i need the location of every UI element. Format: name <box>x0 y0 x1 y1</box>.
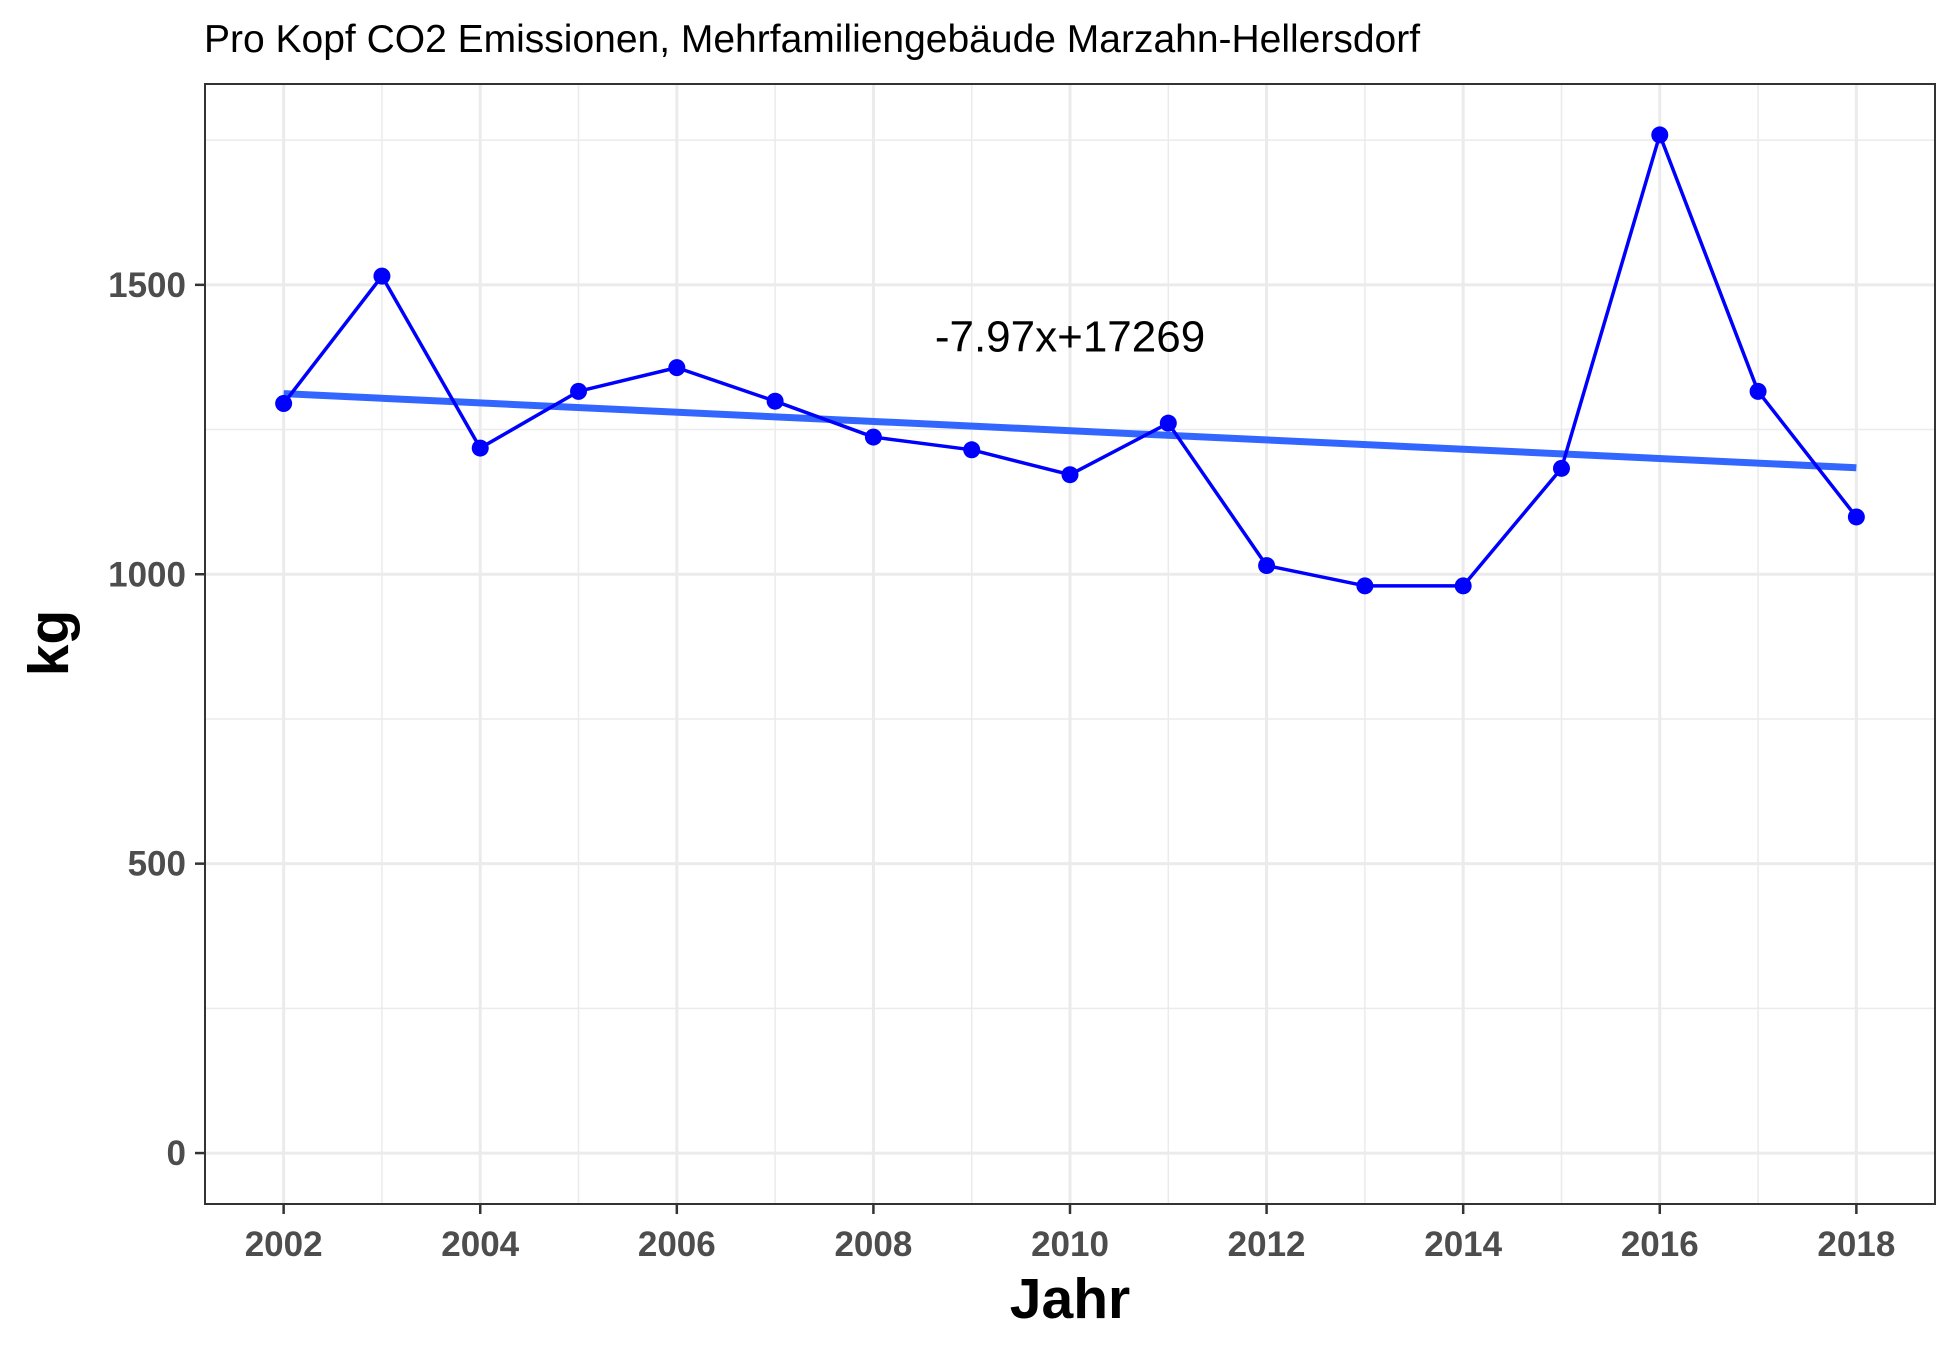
data-point <box>1749 382 1767 400</box>
y-tick-label: 500 <box>128 845 186 884</box>
y-tick-label: 0 <box>167 1134 186 1173</box>
x-tick-label: 2016 <box>1621 1225 1699 1264</box>
y-tick-label: 1000 <box>108 555 186 594</box>
trend-line <box>283 390 1857 472</box>
x-tick-label: 2004 <box>441 1225 519 1264</box>
x-tick-label: 2002 <box>245 1225 323 1264</box>
x-tick-label: 2008 <box>834 1225 912 1264</box>
data-point <box>1454 577 1472 595</box>
x-tick-label: 2014 <box>1424 1225 1502 1264</box>
data-point <box>570 382 588 400</box>
data-point <box>1847 508 1865 526</box>
data-point <box>1552 459 1570 477</box>
x-axis: 2002 2004 2006 2008 2010 2012 2014 2016 2018 <box>245 1204 1895 1264</box>
chart-title: Pro Kopf CO2 Emissionen, Mehrfamiliengeb… <box>204 18 1420 61</box>
x-axis-title: Jahr <box>1010 1267 1130 1331</box>
data-point <box>1356 577 1374 595</box>
data-point <box>1651 126 1669 144</box>
data-point <box>766 392 784 410</box>
data-point <box>1061 466 1079 484</box>
trend-equation: -7.97x+17269 <box>935 312 1205 361</box>
data-point <box>864 428 882 446</box>
data-point <box>1159 414 1177 432</box>
data-point <box>373 267 391 285</box>
data-points-layer <box>275 126 1865 595</box>
y-tick-label: 1500 <box>108 266 186 305</box>
data-point <box>1258 557 1276 575</box>
y-axis-title: kg <box>17 610 81 677</box>
data-point <box>275 395 293 413</box>
major-gridlines <box>205 84 1935 1204</box>
x-tick-label: 2012 <box>1228 1225 1306 1264</box>
x-tick-label: 2010 <box>1031 1225 1109 1264</box>
trend-line-layer <box>283 390 1857 472</box>
data-point <box>471 439 489 457</box>
y-axis: 0 500 1000 1500 <box>108 266 205 1173</box>
data-point <box>963 441 981 459</box>
x-tick-label: 2006 <box>638 1225 716 1264</box>
x-tick-label: 2018 <box>1817 1225 1895 1264</box>
data-point <box>668 359 686 377</box>
